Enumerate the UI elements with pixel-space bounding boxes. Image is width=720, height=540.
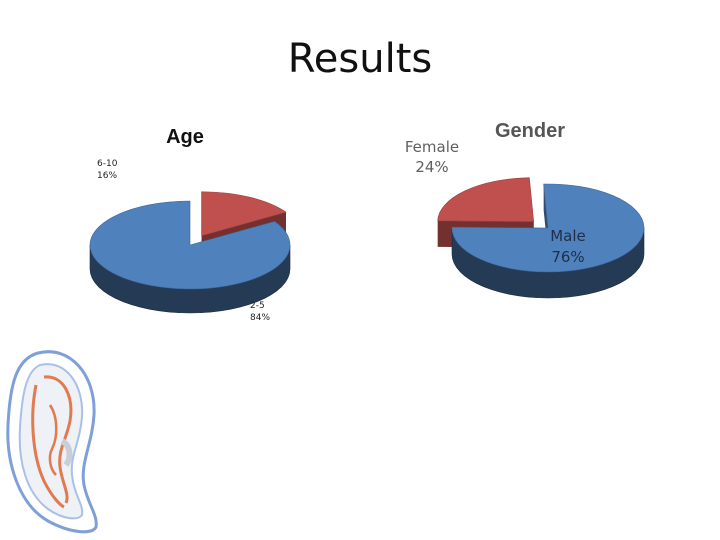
age-pie <box>89 191 291 314</box>
age-chart: Age 6-10 16% 2-5 84% <box>89 126 291 323</box>
age-label-cat-1: 2-5 <box>250 301 265 311</box>
ear-illustration <box>6 350 98 534</box>
age-label-val-1: 84% <box>250 313 270 323</box>
age-label-cat-0: 6-10 <box>97 159 118 169</box>
gender-slice-0-top <box>437 177 534 222</box>
age-label-val-0: 16% <box>97 171 117 181</box>
age-slice-1-top <box>89 200 291 290</box>
gender-label-val-0: 24% <box>415 158 448 176</box>
gender-pie <box>437 177 645 299</box>
gender-slice-1 <box>451 183 645 299</box>
gender-label-cat-0: Female <box>405 138 459 156</box>
gender-slice-1-top <box>451 183 645 273</box>
gender-label-cat-1: Male <box>550 227 586 245</box>
gender-label-val-1: 76% <box>551 248 584 266</box>
age-chart-title: Age <box>166 126 204 148</box>
age-slice-1 <box>89 200 291 314</box>
slide-title: Results <box>287 36 433 82</box>
gender-chart-title: Gender <box>495 120 565 142</box>
gender-chart: Gender Female 24% Male 76% <box>405 120 645 299</box>
age-slice-0-top <box>201 191 287 237</box>
